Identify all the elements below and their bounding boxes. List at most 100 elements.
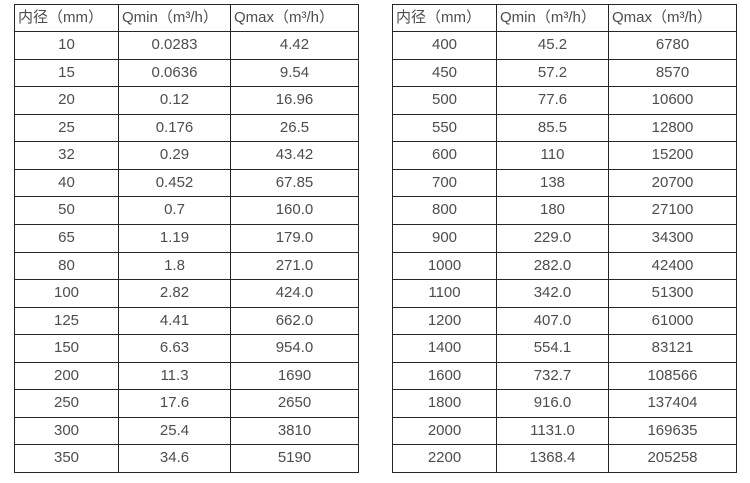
table-cell: 16.96	[230, 86, 359, 115]
table-cell: 160.0	[230, 196, 359, 225]
table-row: 80 1.8 271.0	[14, 251, 359, 281]
table-header-row: 内径（mm） Qmin（m³/h） Qmax（m³/h）	[392, 4, 737, 32]
table-cell: 51300	[608, 279, 737, 308]
table-cell: 9.54	[230, 58, 359, 88]
table-row: 1400 554.1 83121	[392, 334, 737, 363]
table-cell: 17.6	[118, 389, 231, 418]
table-cell: 85.5	[496, 113, 609, 143]
table-cell: 0.7	[118, 196, 231, 225]
table-cell: 5190	[230, 444, 359, 473]
table-cell: 407.0	[496, 306, 609, 336]
table-cell: 61000	[608, 306, 737, 336]
table-cell: 550	[392, 113, 497, 143]
table-cell: 1368.4	[496, 444, 609, 473]
table-cell: 83121	[608, 334, 737, 363]
table-row: 400 45.2 6780	[392, 31, 737, 60]
table-row: 250 17.6 2650	[14, 389, 359, 418]
table-row: 200 11.3 1690	[14, 361, 359, 391]
table-cell: 110	[496, 141, 609, 170]
table-cell: 40	[14, 168, 119, 198]
table-cell: 25.4	[118, 416, 231, 446]
table-cell: 916.0	[496, 389, 609, 418]
flow-spec-tables-container: 内径（mm） Qmin（m³/h） Qmax（m³/h） 10 0.0283 4.42 1…	[14, 4, 737, 473]
table-cell: 0.0636	[118, 58, 231, 88]
table-header-cell: Qmax（m³/h）	[230, 4, 359, 32]
table-row: 65 1.19 179.0	[14, 223, 359, 253]
table-row: 600 110 15200	[392, 141, 737, 170]
table-cell: 1.8	[118, 251, 231, 281]
table-cell: 6.63	[118, 334, 231, 363]
table-cell: 34.6	[118, 444, 231, 473]
table-cell: 300	[14, 416, 119, 446]
table-row: 25 0.176 26.5	[14, 113, 359, 143]
table-cell: 2000	[392, 416, 497, 446]
table-cell: 15	[14, 58, 119, 88]
table-cell: 1600	[392, 361, 497, 391]
table-cell: 0.0283	[118, 31, 231, 60]
table-cell: 11.3	[118, 361, 231, 391]
table-row: 800 180 27100	[392, 196, 737, 225]
table-cell: 179.0	[230, 223, 359, 253]
table-row: 32 0.29 43.42	[14, 141, 359, 170]
table-cell: 6780	[608, 31, 737, 60]
table-cell: 125	[14, 306, 119, 336]
table-row: 900 229.0 34300	[392, 223, 737, 253]
table-cell: 34300	[608, 223, 737, 253]
table-cell: 700	[392, 168, 497, 198]
table-row: 100 2.82 424.0	[14, 279, 359, 308]
table-cell: 15200	[608, 141, 737, 170]
table-cell: 2200	[392, 444, 497, 473]
table-cell: 43.42	[230, 141, 359, 170]
table-cell: 180	[496, 196, 609, 225]
table-cell: 3810	[230, 416, 359, 446]
table-cell: 100	[14, 279, 119, 308]
table-cell: 108566	[608, 361, 737, 391]
table-header-cell: 内径（mm）	[14, 4, 119, 32]
table-cell: 45.2	[496, 31, 609, 60]
table-cell: 554.1	[496, 334, 609, 363]
table-cell: 229.0	[496, 223, 609, 253]
table-cell: 250	[14, 389, 119, 418]
table-cell: 169635	[608, 416, 737, 446]
table-row: 1600 732.7 108566	[392, 361, 737, 391]
table-cell: 205258	[608, 444, 737, 473]
table-row: 50 0.7 160.0	[14, 196, 359, 225]
table-cell: 1200	[392, 306, 497, 336]
table-cell: 1400	[392, 334, 497, 363]
table-row: 1200 407.0 61000	[392, 306, 737, 336]
table-cell: 200	[14, 361, 119, 391]
table-header-cell: Qmin（m³/h）	[496, 4, 609, 32]
table-cell: 20	[14, 86, 119, 115]
table-cell: 10	[14, 31, 119, 60]
table-row: 300 25.4 3810	[14, 416, 359, 446]
table-header-cell: Qmin（m³/h）	[118, 4, 231, 32]
table-row: 1800 916.0 137404	[392, 389, 737, 418]
table-cell: 900	[392, 223, 497, 253]
table-cell: 4.41	[118, 306, 231, 336]
table-row: 10 0.0283 4.42	[14, 31, 359, 60]
table-cell: 57.2	[496, 58, 609, 88]
table-cell: 10600	[608, 86, 737, 115]
table-cell: 20700	[608, 168, 737, 198]
table-cell: 282.0	[496, 251, 609, 281]
table-cell: 80	[14, 251, 119, 281]
table-cell: 0.176	[118, 113, 231, 143]
table-row: 700 138 20700	[392, 168, 737, 198]
table-cell: 662.0	[230, 306, 359, 336]
spec-table-small-diameters: 内径（mm） Qmin（m³/h） Qmax（m³/h） 10 0.0283 4.42 1…	[14, 4, 359, 473]
table-row: 2200 1368.4 205258	[392, 444, 737, 473]
table-cell: 32	[14, 141, 119, 170]
table-cell: 25	[14, 113, 119, 143]
table-cell: 0.12	[118, 86, 231, 115]
table-cell: 138	[496, 168, 609, 198]
table-cell: 2650	[230, 389, 359, 418]
table-row: 500 77.6 10600	[392, 86, 737, 115]
table-cell: 4.42	[230, 31, 359, 60]
table-cell: 424.0	[230, 279, 359, 308]
table-row: 125 4.41 662.0	[14, 306, 359, 336]
table-row: 2000 1131.0 169635	[392, 416, 737, 446]
table-cell: 350	[14, 444, 119, 473]
table-row: 15 0.0636 9.54	[14, 58, 359, 88]
table-cell: 271.0	[230, 251, 359, 281]
table-cell: 1000	[392, 251, 497, 281]
